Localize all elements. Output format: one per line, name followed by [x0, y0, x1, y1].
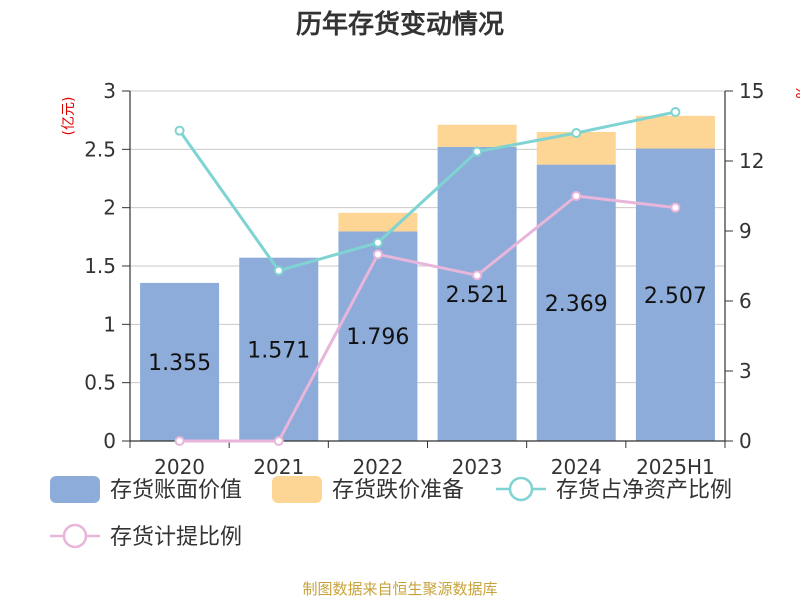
- line-point: [670, 202, 681, 213]
- bar: [635, 115, 715, 149]
- legend-swatch-marker: [62, 523, 88, 549]
- line-series: [174, 107, 681, 446]
- x-tick-label: 2023: [452, 455, 503, 479]
- bar: [437, 146, 517, 441]
- x-tick-label: 2022: [352, 455, 403, 479]
- bar-value-label: 1.796: [346, 325, 409, 350]
- legend-label: 存货占净资产比例: [556, 478, 732, 503]
- bar-value-label: 2.507: [644, 284, 707, 309]
- legend-swatch: [272, 476, 322, 503]
- bar: [239, 257, 319, 441]
- left-tick-label: 1.5: [84, 254, 116, 278]
- legend-label: 存货账面价值: [110, 478, 242, 503]
- right-tick-label: 12: [739, 149, 764, 173]
- axes: 0 0.5 1 1.5 2 2.5 3 0 3 6 9 12 15 2020 2021 2022 2023 202…: [84, 79, 764, 479]
- right-tick-label: 3: [739, 359, 752, 383]
- legend-label: 存货跌价准备: [332, 478, 464, 503]
- x-tick-label: 2020: [154, 455, 205, 479]
- data-labels: 1.355 1.571 1.796 2.521 2.369 2.507: [148, 283, 707, 376]
- right-axis-unit: %: [792, 85, 800, 98]
- bar: [437, 124, 517, 147]
- source-note: 制图数据来自恒生聚源数据库: [302, 580, 497, 598]
- right-tick-label: 0: [739, 429, 752, 453]
- line-point: [273, 265, 284, 276]
- legend-swatch-marker: [508, 476, 534, 502]
- left-tick-label: 2: [103, 196, 116, 220]
- bar: [140, 282, 220, 441]
- right-tick-label: 6: [739, 289, 752, 313]
- left-axis-unit: (亿元): [61, 97, 77, 136]
- gridlines: [130, 90, 725, 384]
- series-line: [179, 194, 676, 443]
- line-point: [670, 107, 681, 117]
- legend-label: 存货计提比例: [110, 525, 242, 550]
- right-tick-label: 15: [739, 79, 764, 103]
- left-tick-label: 1: [103, 312, 116, 336]
- bar-series: [140, 115, 715, 441]
- left-tick-label: 0.5: [84, 371, 116, 395]
- x-tick-label: 2025H1: [636, 455, 715, 479]
- right-tick-label: 9: [739, 219, 752, 243]
- line-point: [571, 191, 582, 201]
- bar-value-label: 2.521: [446, 283, 509, 308]
- series-line: [178, 110, 676, 273]
- chart-title: 历年存货变动情况: [296, 9, 504, 40]
- line-point: [273, 436, 284, 446]
- line-point: [372, 237, 383, 248]
- bar-value-label: 1.355: [148, 351, 211, 376]
- bar: [338, 212, 418, 232]
- x-tick-label: 2024: [551, 455, 602, 479]
- line-point: [472, 146, 483, 157]
- x-tick-label: 2021: [253, 455, 304, 479]
- left-tick-label: 3: [103, 79, 116, 103]
- left-tick-label: 0: [103, 429, 116, 453]
- line-point: [174, 436, 185, 446]
- bar-value-label: 1.571: [247, 338, 310, 363]
- bar: [536, 164, 616, 441]
- bar-value-label: 2.369: [545, 292, 608, 317]
- line-point: [174, 125, 185, 136]
- bar: [338, 231, 418, 441]
- line-point: [571, 128, 582, 138]
- line-point: [372, 249, 383, 260]
- left-tick-label: 2.5: [84, 137, 116, 161]
- bar: [635, 148, 715, 441]
- legend-swatch: [50, 476, 100, 503]
- line-point: [472, 270, 483, 281]
